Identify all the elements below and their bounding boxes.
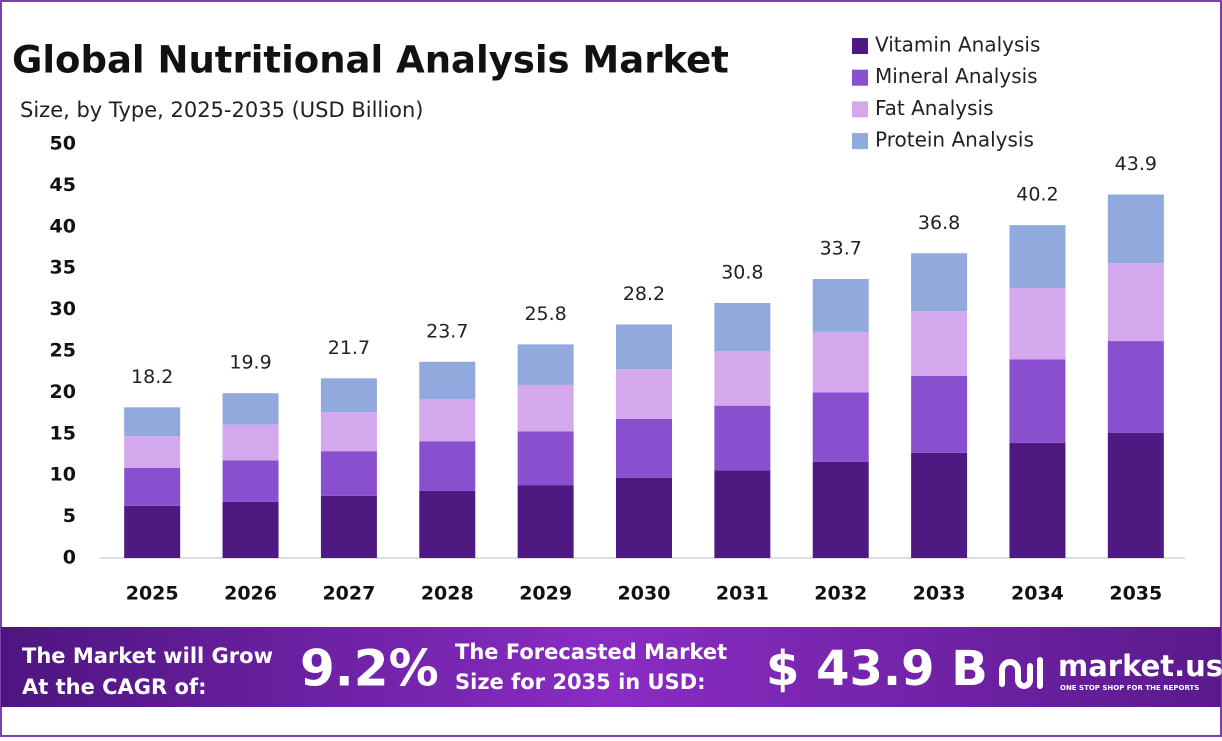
total-label: 18.2 xyxy=(131,366,173,388)
legend-label: Mineral Analysis xyxy=(875,64,1038,88)
bar-segment xyxy=(1009,288,1066,360)
x-tick-label: 2032 xyxy=(814,583,867,605)
x-tick-label: 2033 xyxy=(913,583,966,605)
bar-segment xyxy=(616,418,672,478)
bar-segment xyxy=(1107,341,1164,433)
chart-subtitle: Size, by Type, 2025-2035 (USD Billion) xyxy=(20,98,423,122)
footer-text: At the CAGR of: xyxy=(22,675,207,699)
x-tick-label: 2026 xyxy=(224,583,277,605)
x-tick-label: 2027 xyxy=(322,583,375,605)
bar-segment xyxy=(124,505,181,558)
bar-segment xyxy=(320,495,377,558)
bar-segment xyxy=(812,392,869,462)
legend-swatch xyxy=(852,133,868,150)
legend-swatch xyxy=(852,101,868,118)
y-tick-label: 0 xyxy=(63,547,76,569)
bar-segment xyxy=(1107,194,1164,264)
y-tick-label: 25 xyxy=(50,340,76,362)
bar-segment xyxy=(419,441,476,491)
bar-segment xyxy=(616,369,672,419)
logo-icon xyxy=(999,657,1043,689)
x-tick-label: 2031 xyxy=(716,583,769,605)
bar-segment xyxy=(1009,359,1066,443)
bar-segment xyxy=(222,460,279,502)
bar-segment xyxy=(419,361,476,400)
total-label: 28.2 xyxy=(623,283,665,305)
y-tick-label: 10 xyxy=(50,464,76,486)
bar-segment xyxy=(222,501,279,558)
bar-segment xyxy=(911,452,968,558)
x-tick-label: 2034 xyxy=(1011,583,1064,605)
y-tick-label: 50 xyxy=(50,133,76,155)
bar-segment xyxy=(517,344,574,385)
total-label: 25.8 xyxy=(524,303,566,325)
total-label: 30.8 xyxy=(721,261,763,283)
tagline: ONE STOP SHOP FOR THE REPORTS xyxy=(1060,684,1199,692)
y-tick-label: 5 xyxy=(63,505,76,527)
bar-segment xyxy=(911,375,968,453)
bar-segment xyxy=(812,331,869,393)
bar-segment xyxy=(616,324,672,370)
total-label: 33.7 xyxy=(820,237,862,259)
x-tick-label: 2030 xyxy=(618,583,671,605)
bar-segment xyxy=(911,311,968,376)
total-label: 21.7 xyxy=(328,337,370,359)
bar-segment xyxy=(320,451,377,496)
bar-segment xyxy=(911,253,968,312)
bar-segment xyxy=(320,378,377,413)
bar-segment xyxy=(1009,442,1066,558)
brand: market.us xyxy=(1058,649,1222,683)
chart-title: Global Nutritional Analysis Market xyxy=(12,39,729,82)
total-label: 43.9 xyxy=(1115,153,1157,175)
x-tick-label: 2029 xyxy=(519,583,572,605)
x-tick-label: 2025 xyxy=(126,583,179,605)
x-tick-label: 2035 xyxy=(1109,583,1162,605)
bar-segment xyxy=(812,278,869,332)
footer-text: The Market will Grow xyxy=(22,644,273,668)
legend-label: Protein Analysis xyxy=(875,128,1034,152)
legend-label: Vitamin Analysis xyxy=(875,33,1040,57)
bar-segment xyxy=(616,477,672,558)
y-tick-label: 20 xyxy=(50,381,76,403)
y-tick-label: 30 xyxy=(50,298,76,320)
legend-swatch xyxy=(852,69,868,86)
y-tick-label: 15 xyxy=(50,422,76,444)
bar-segment xyxy=(714,405,771,471)
bar-segment xyxy=(812,461,869,558)
y-tick-label: 45 xyxy=(50,174,76,196)
total-label: 19.9 xyxy=(229,352,271,374)
legend-label: Fat Analysis xyxy=(875,96,994,120)
bar-segment xyxy=(124,467,181,506)
bar-segment xyxy=(1107,263,1164,342)
bar-segment xyxy=(714,302,771,351)
bar-segment xyxy=(124,407,181,437)
bar-segment xyxy=(320,412,377,452)
y-tick-label: 35 xyxy=(50,257,76,279)
bar-segment xyxy=(517,431,574,486)
bar-segment xyxy=(517,485,574,558)
bar-segment xyxy=(419,490,476,558)
bar-segment xyxy=(124,436,181,468)
total-label: 40.2 xyxy=(1016,184,1058,206)
bar-segment xyxy=(517,384,574,432)
bar-segment xyxy=(419,399,476,442)
total-label: 36.8 xyxy=(918,212,960,234)
bar-segment xyxy=(1107,432,1164,558)
legend-swatch xyxy=(852,38,868,54)
bar-segment xyxy=(714,351,771,406)
bar-segment xyxy=(714,470,771,558)
x-tick-label: 2028 xyxy=(421,583,474,605)
bar-segment xyxy=(222,424,279,461)
y-tick-label: 40 xyxy=(50,215,76,237)
bar-segment xyxy=(1009,225,1066,289)
footer-forecast: $ 43.9 B xyxy=(766,641,988,697)
bar-segment xyxy=(222,393,279,425)
total-label: 23.7 xyxy=(426,320,468,342)
footer-text: Size for 2035 in USD: xyxy=(455,670,706,694)
footer-text: The Forecasted Market xyxy=(455,640,727,664)
footer-cagr: 9.2% xyxy=(300,640,439,698)
